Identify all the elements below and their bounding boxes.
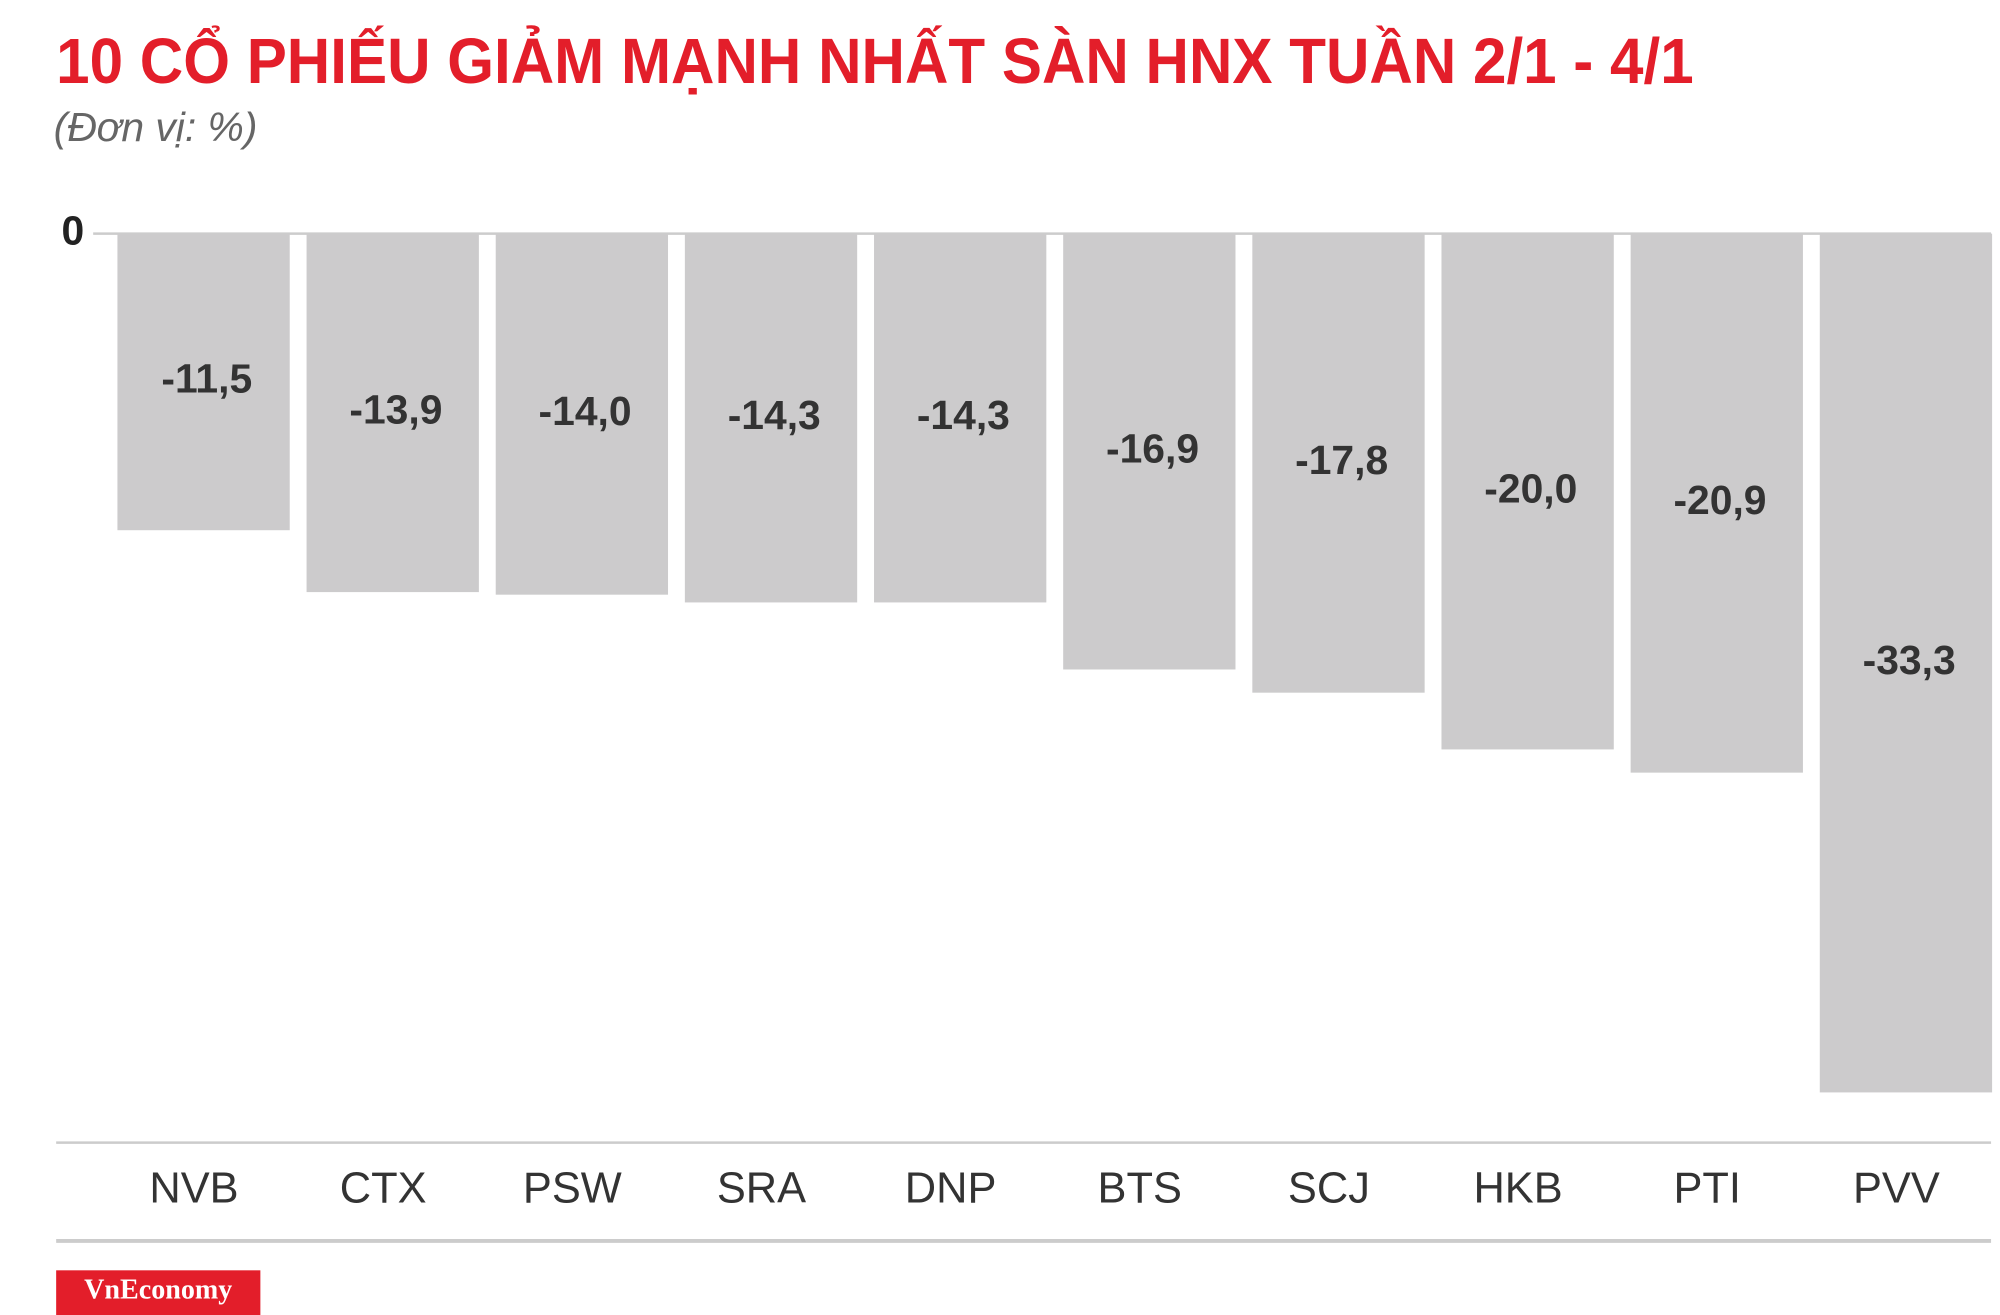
x-tick-label: SCJ [1288, 1165, 1370, 1213]
value-label: -20,9 [1673, 477, 1766, 523]
x-tick-label: PVV [1853, 1165, 1940, 1213]
value-label: -16,9 [1106, 425, 1199, 471]
x-tick-label: CTX [340, 1165, 427, 1213]
bar [306, 233, 479, 593]
logo: VnEconomy [84, 1274, 232, 1305]
bar [1819, 233, 1993, 1093]
x-tick-label: PTI [1673, 1165, 1741, 1213]
y-tick-label: 0 [62, 207, 85, 253]
value-label: -20,0 [1484, 465, 1577, 511]
bar [1441, 233, 1614, 750]
value-label: -13,9 [349, 387, 442, 433]
bar [684, 233, 858, 603]
chart-title: 10 CỔ PHIẾU GIẢM MẠNH NHẤT SÀN HNX TUẦN … [56, 25, 1694, 97]
bar [495, 233, 669, 595]
bar [1063, 233, 1236, 670]
value-label: -17,8 [1295, 437, 1388, 483]
chart-subtitle: (Đơn vị: %) [54, 104, 258, 150]
bar [1252, 233, 1425, 693]
x-tick-label: BTS [1098, 1165, 1182, 1213]
value-label: -14,0 [539, 388, 632, 434]
value-label: -14,3 [728, 392, 821, 438]
value-label: -33,3 [1863, 637, 1956, 683]
x-tick-label: SRA [717, 1165, 806, 1213]
x-tick-label: HKB [1473, 1165, 1562, 1213]
x-tick-label: DNP [905, 1165, 997, 1213]
bar [117, 233, 290, 531]
bar [874, 233, 1047, 603]
value-label: -11,5 [161, 356, 252, 402]
bar [1630, 233, 1803, 773]
x-tick-label: PSW [523, 1165, 622, 1213]
x-tick-label: NVB [149, 1165, 238, 1213]
logo-box [56, 1270, 261, 1315]
value-label: -14,3 [917, 392, 1010, 438]
